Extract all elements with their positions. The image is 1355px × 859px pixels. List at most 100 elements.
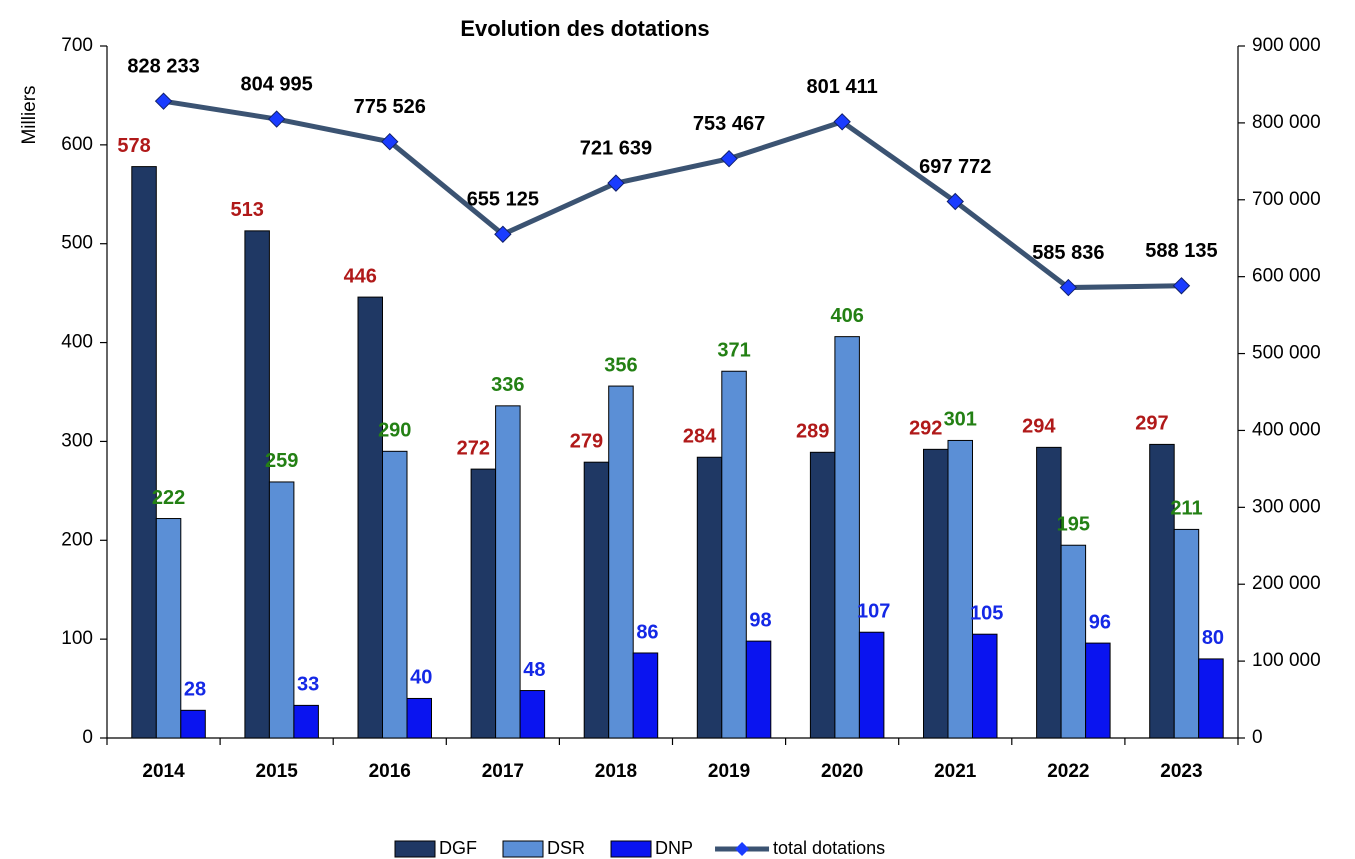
bar-label: 289 [796, 421, 829, 443]
bar [696, 456, 723, 739]
marker [267, 110, 286, 128]
y2-tick-label: 100 000 [1252, 650, 1321, 671]
bar [608, 385, 634, 739]
legend-label: DSR [547, 838, 585, 858]
bar [131, 166, 157, 739]
bar-label: 294 [1022, 416, 1056, 438]
bar-label: 86 [636, 621, 658, 643]
marker [946, 192, 964, 211]
bar [293, 704, 319, 739]
bar-label: 446 [344, 265, 377, 287]
bar [923, 448, 949, 739]
x-tick-label: 2023 [1160, 761, 1202, 782]
chart-title: Evolution des dotations [460, 16, 709, 41]
x-tick-label: 2021 [934, 761, 977, 782]
y2-tick-label: 600 000 [1252, 266, 1321, 287]
marker [381, 132, 399, 151]
bar-label: 107 [857, 601, 890, 623]
bar-label: 301 [944, 409, 977, 431]
bar-label: 513 [230, 199, 263, 221]
bar [406, 697, 432, 739]
bar [809, 451, 836, 739]
marker [833, 113, 851, 131]
bar-label: 105 [970, 602, 1003, 624]
bar-label: 211 [1170, 498, 1202, 520]
bar [632, 652, 659, 739]
line-label: 588 135 [1145, 240, 1217, 262]
y-tick-label: 500 [61, 233, 93, 254]
legend-label: total dotations [773, 838, 885, 858]
bar-label: 272 [457, 437, 490, 459]
line-label: 585 836 [1032, 242, 1104, 264]
marker [720, 149, 738, 168]
line-label: 655 125 [467, 189, 539, 211]
bar [1198, 658, 1224, 739]
x-tick-label: 2015 [256, 761, 299, 782]
line-label: 801 411 [807, 76, 878, 98]
line-label: 828 233 [127, 55, 199, 77]
line-label: 775 526 [354, 96, 426, 118]
y2-tick-label: 300 000 [1252, 496, 1321, 517]
x-tick-label: 2014 [142, 761, 185, 782]
bar-label: 336 [491, 374, 524, 396]
y-tick-label: 600 [61, 134, 93, 155]
bar [244, 230, 270, 739]
line-label: 721 639 [580, 137, 652, 159]
bar-label: 28 [184, 679, 206, 701]
bar-label: 279 [570, 430, 603, 452]
y2-tick-label: 200 000 [1252, 573, 1321, 594]
marker [607, 174, 625, 192]
bar [519, 690, 546, 739]
bar-label: 98 [749, 609, 771, 631]
bar [382, 450, 408, 739]
legend-swatch [502, 840, 544, 858]
x-tick-label: 2018 [595, 761, 637, 782]
x-tick-label: 2019 [708, 761, 750, 782]
legend-swatch [394, 840, 436, 858]
y-tick-label: 400 [61, 332, 93, 353]
bar-label: 259 [265, 450, 298, 472]
bar [470, 468, 497, 739]
y2-tick-label: 500 000 [1252, 343, 1321, 364]
bar [834, 336, 860, 739]
bar-label: 48 [523, 659, 545, 681]
legend-swatch [610, 840, 652, 858]
bar [1036, 446, 1062, 739]
x-tick-label: 2022 [1047, 761, 1089, 782]
y-tick-label: 700 [61, 35, 93, 56]
bar [1173, 528, 1200, 739]
bar-label: 222 [152, 487, 185, 509]
y2-tick-label: 900 000 [1252, 35, 1321, 56]
bar-label: 371 [717, 340, 750, 362]
bar-label: 290 [378, 420, 411, 442]
bar [721, 370, 747, 739]
x-tick-label: 2016 [369, 761, 411, 782]
bar [1085, 642, 1111, 739]
marker [1172, 277, 1191, 295]
bar [745, 640, 772, 739]
bar-label: 80 [1202, 627, 1224, 649]
line-label: 697 772 [919, 156, 991, 178]
bar-label: 195 [1057, 514, 1090, 536]
y-tick-label: 300 [61, 430, 93, 451]
bar-label: 33 [297, 674, 319, 696]
bar-label: 284 [683, 426, 717, 448]
y2-tick-label: 0 [1252, 727, 1263, 748]
legend-label: DGF [439, 838, 477, 858]
bar [583, 461, 610, 739]
line [163, 98, 1182, 291]
bar [357, 296, 383, 739]
bar [1060, 544, 1087, 739]
bar-label: 96 [1089, 611, 1111, 633]
marker [1059, 278, 1078, 297]
bar-label: 578 [117, 135, 150, 157]
bar-label: 292 [909, 418, 942, 440]
bar [858, 631, 885, 739]
legend-marker [735, 842, 750, 856]
bar-label: 406 [830, 305, 863, 327]
y-tick-label: 200 [61, 529, 93, 550]
bar-label: 297 [1135, 413, 1168, 435]
bar [495, 405, 521, 739]
y2-tick-label: 800 000 [1252, 112, 1321, 133]
